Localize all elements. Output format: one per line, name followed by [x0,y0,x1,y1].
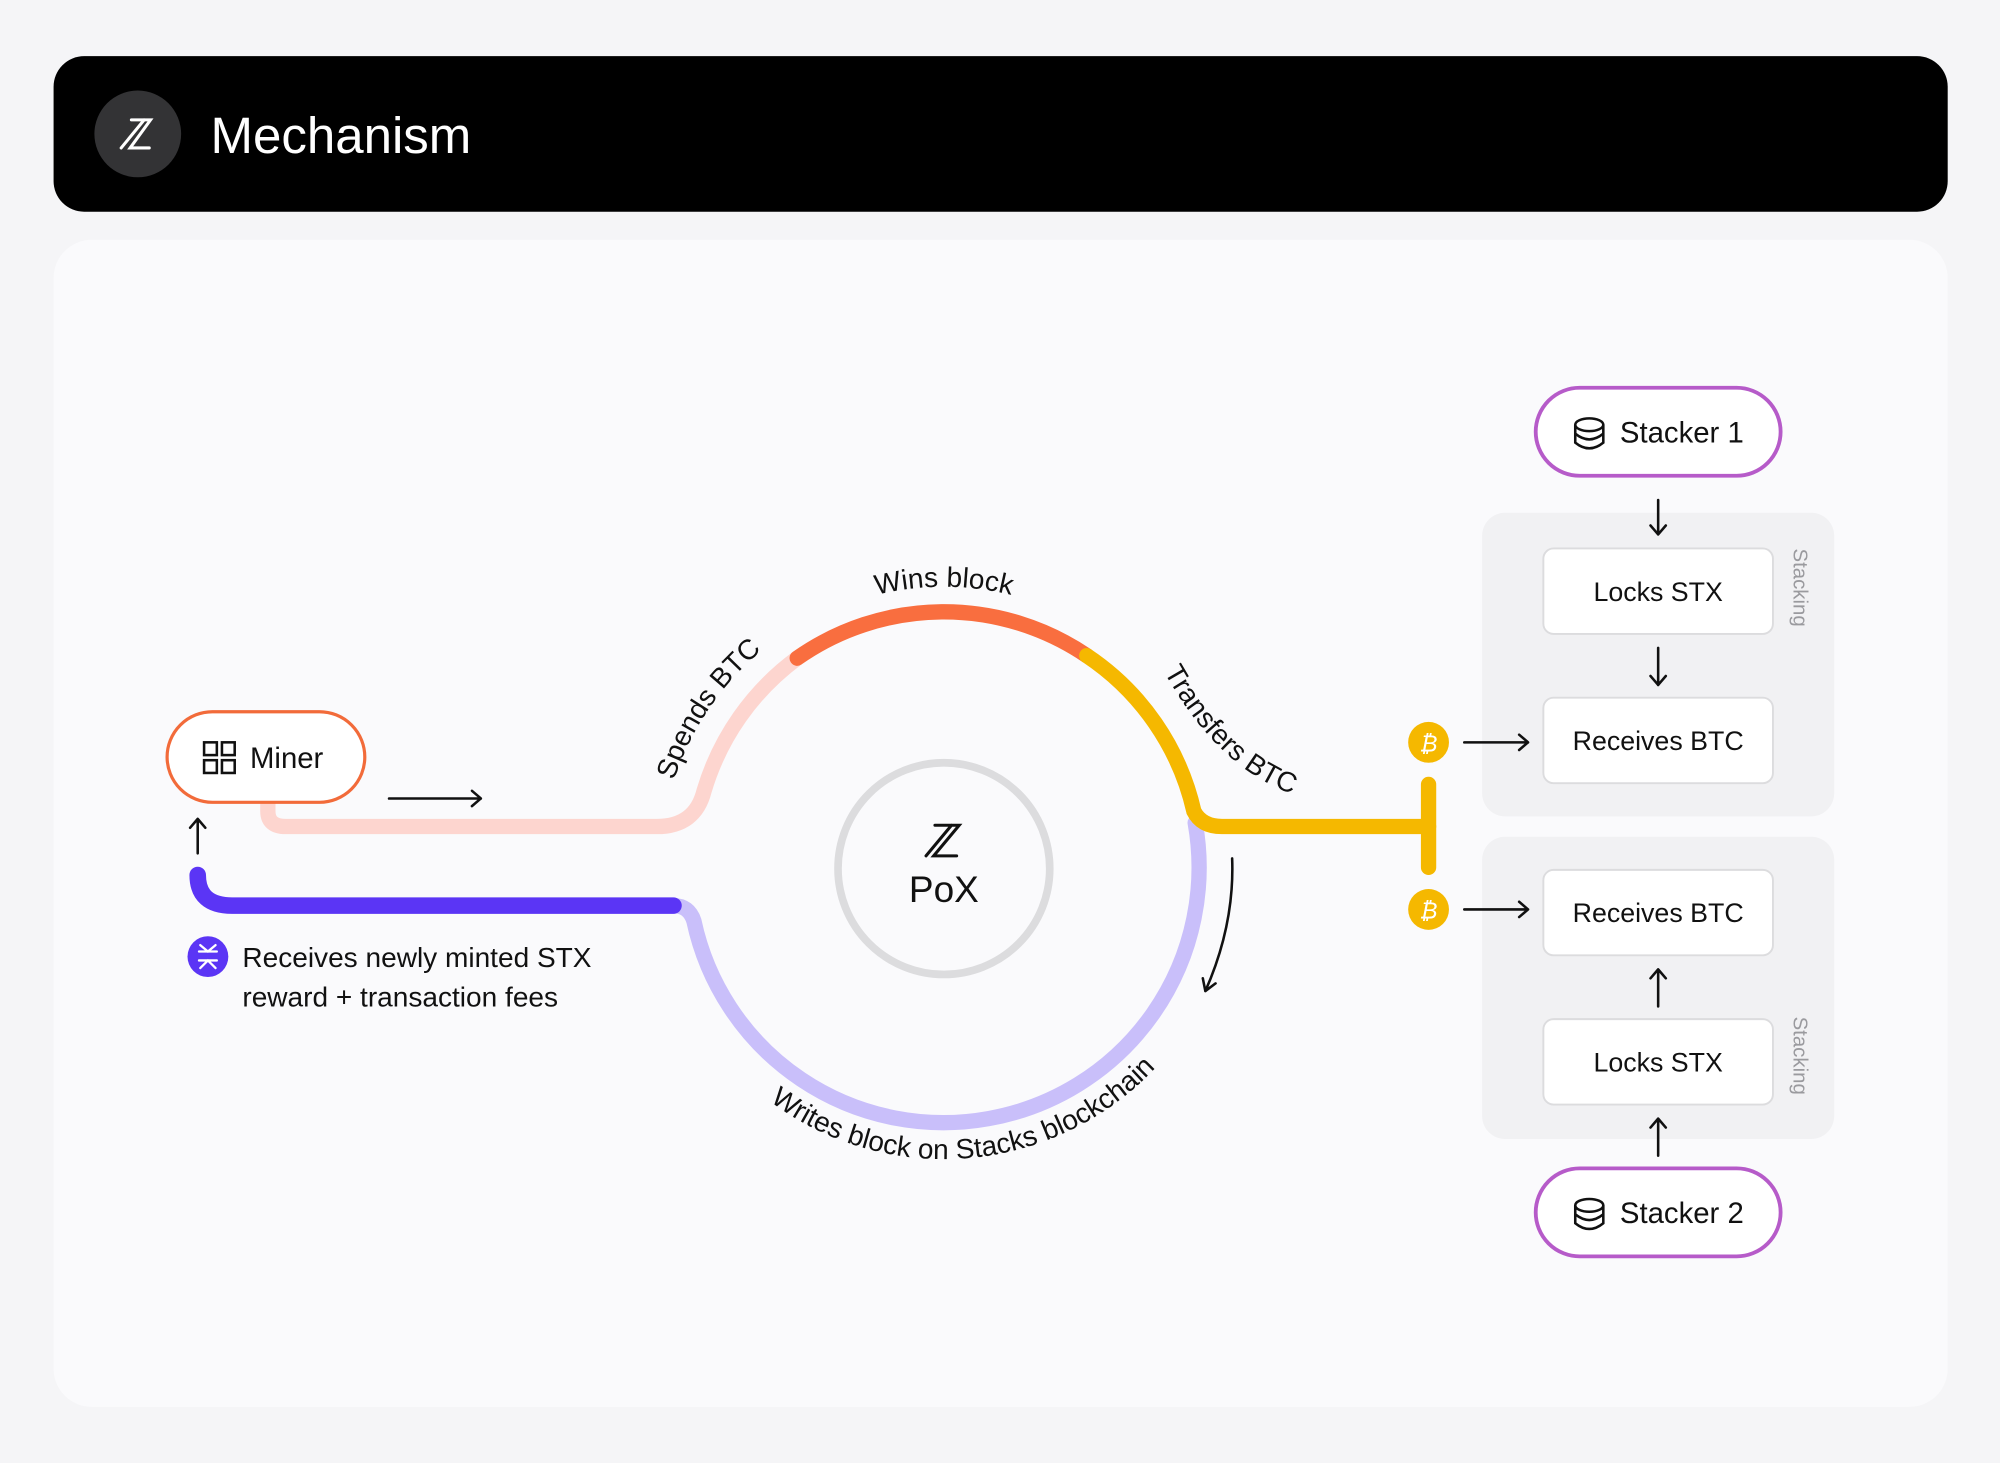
stacker-1-label: Stacker 1 [1620,417,1744,450]
miner-node[interactable]: Miner [165,710,367,804]
step-box: Receives BTC [1542,868,1774,957]
database-icon [1573,417,1605,450]
stacker-2-node[interactable]: Stacker 2 [1533,1166,1783,1259]
arrow-up-icon [1649,1117,1668,1157]
spends-btc-line [260,650,805,835]
page-title: Mechanism [210,107,471,164]
stacks-logo-icon [94,90,182,178]
arrow-right-icon [1463,900,1530,919]
arrow-up-icon [188,817,207,855]
arrow-up-icon [1649,968,1668,1008]
stacks-logo-icon [924,823,963,858]
stacker-1-node[interactable]: Stacker 1 [1533,385,1783,478]
header: Mechanism [53,56,1948,212]
wins-block-arc [789,604,1095,666]
reward-note: Receives newly minted STX reward + trans… [187,936,592,1012]
reward-line [189,866,682,914]
diagram-panel [53,239,1948,1407]
step-label: Locks STX [1593,577,1723,607]
step-box: Locks STX [1542,1018,1774,1106]
arrow-down-icon [1649,498,1668,536]
bitcoin-icon: ₿ [1408,889,1449,930]
svg-text:₿: ₿ [1420,730,1438,756]
writes-block-arc [665,815,1207,1131]
step-label: Receives BTC [1573,898,1744,928]
arrow-right-icon [1463,733,1530,752]
arrow-down-icon [1649,646,1668,687]
stacking-label-2: Stacking [1788,1017,1810,1095]
grid-icon [202,741,236,775]
center-label: PoX [909,869,979,910]
stacking-label-1: Stacking [1788,548,1810,626]
transfers-btc-line [1079,647,1437,835]
miner-label: Miner [250,742,324,775]
step-label: Receives BTC [1573,726,1744,756]
step-box: Locks STX [1542,547,1774,635]
pox-center: PoX [834,758,1054,979]
stacker-2-label: Stacker 2 [1620,1197,1744,1230]
svg-text:₿: ₿ [1420,897,1438,923]
curved-arrow-down-icon [1201,857,1234,993]
arrow-right-icon [387,789,483,808]
database-icon [1573,1197,1605,1231]
stx-icon [187,936,229,978]
step-label: Locks STX [1593,1047,1723,1077]
reward-note-line1: Receives newly minted STX [242,942,591,973]
step-box: Receives BTC [1542,696,1774,785]
reward-note-line2: reward + transaction fees [242,981,558,1012]
bitcoin-icon: ₿ [1408,721,1449,763]
